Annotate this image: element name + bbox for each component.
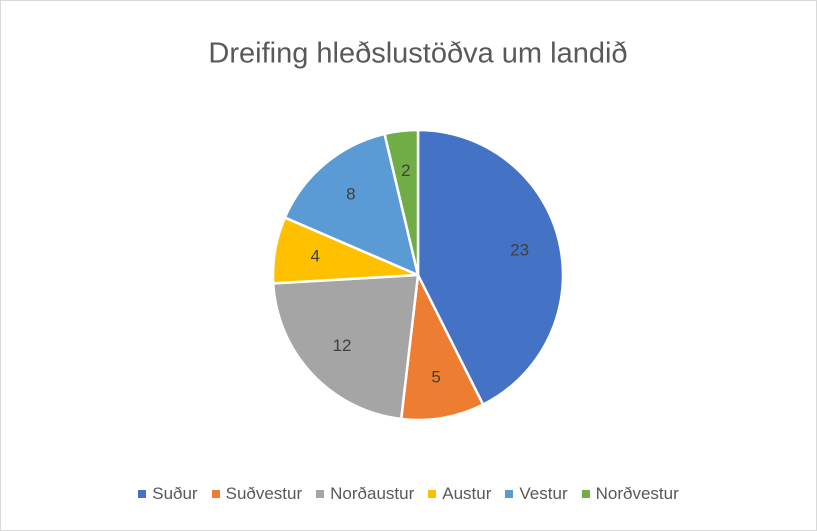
data-label: 4 xyxy=(310,246,319,265)
legend-item: Suður xyxy=(138,484,198,504)
legend-item: Vestur xyxy=(505,484,568,504)
pie-slice xyxy=(399,270,485,422)
pie-slice xyxy=(271,273,420,421)
data-label: 5 xyxy=(431,367,440,386)
pie-slice xyxy=(416,128,565,407)
legend: Suður Suðvestur Norðaustur Austur Vestur Norð… xyxy=(0,484,817,504)
legend-swatch xyxy=(505,490,514,498)
legend-label: Norðvestur xyxy=(595,484,679,503)
data-label: 8 xyxy=(346,185,355,204)
pie-slice xyxy=(283,132,420,278)
legend-swatch xyxy=(581,490,590,498)
legend-item: Suðvestur xyxy=(211,484,303,504)
data-label: 23 xyxy=(510,240,529,259)
legend-swatch xyxy=(428,490,437,498)
legend-label: Vestur xyxy=(519,484,568,503)
legend-label: Austur xyxy=(442,484,492,503)
legend-item: Austur xyxy=(428,484,491,504)
chart-title: Dreifing hleðslustöðva um landið xyxy=(208,38,627,70)
pie-slice xyxy=(383,128,420,276)
legend-label: Suðvestur xyxy=(225,484,303,503)
legend-label: Norðaustur xyxy=(330,484,415,503)
data-label: 2 xyxy=(401,161,410,180)
legend-swatch xyxy=(138,490,147,498)
legend-label: Suður xyxy=(152,484,198,503)
data-label: 12 xyxy=(333,336,352,355)
legend-swatch xyxy=(316,490,325,498)
legend-item: Norðvestur xyxy=(581,484,679,504)
legend-item: Norðaustur xyxy=(316,484,414,504)
legend-swatch xyxy=(211,490,220,498)
